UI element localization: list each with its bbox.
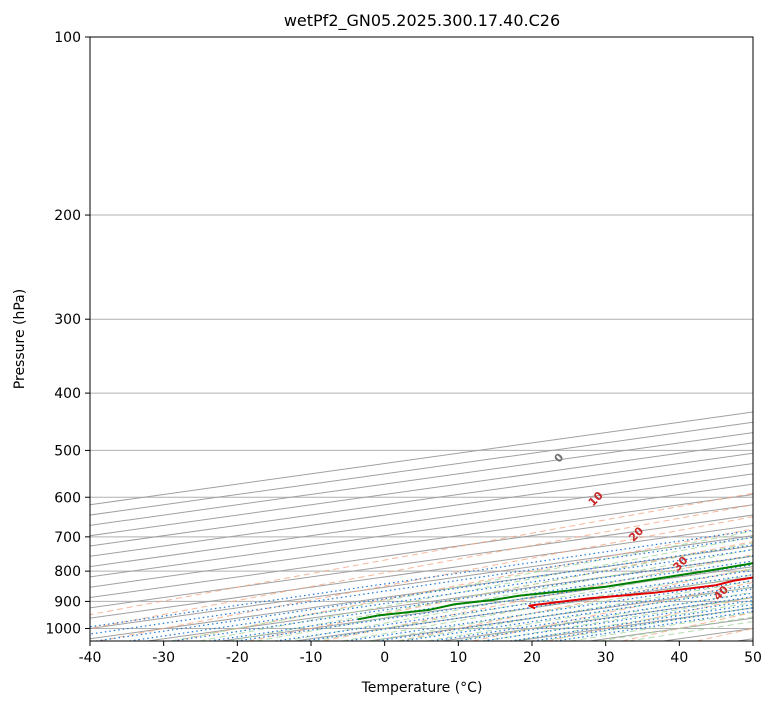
dry-adiabat [323, 554, 753, 641]
dry-adiabat [547, 596, 753, 641]
isotherm [90, 473, 753, 568]
moist-adiabat [398, 580, 753, 641]
isotherm [90, 421, 753, 516]
mixing-ratio-line [483, 599, 753, 641]
mixing-ratio-line [532, 607, 753, 641]
mixing-ratio-line [173, 555, 753, 641]
dry-adiabat [90, 504, 753, 629]
dry-adiabat [99, 516, 753, 641]
y-tick-label: 200 [54, 208, 81, 224]
x-tick-label: 50 [744, 650, 762, 666]
mixing-ratio-line [456, 596, 753, 641]
isotherm [147, 555, 753, 641]
y-tick-label: 100 [54, 30, 81, 46]
moist-adiabat-label: 0 [552, 450, 567, 465]
isotherm [90, 535, 753, 629]
isotherm [90, 493, 753, 588]
mixing-ratio-line [96, 544, 753, 641]
x-tick-label: 20 [523, 650, 541, 666]
isotherm [90, 504, 753, 599]
moist-adiabat-label: 10 [586, 489, 606, 509]
profile-lines [357, 562, 753, 621]
y-tick-label: 600 [54, 490, 81, 506]
dry-adiabat [472, 581, 753, 641]
x-axis-label: Temperature (°C) [361, 680, 483, 696]
x-tick-label: -10 [300, 650, 323, 666]
x-tick-label: -20 [226, 650, 249, 666]
y-tick-label: 900 [54, 594, 81, 610]
moist-adiabat [512, 601, 753, 641]
isotherm [90, 514, 753, 609]
background-labels: 0.10.20.40.611.52346810131620253036-100-… [552, 450, 732, 603]
isotherm [90, 432, 753, 526]
x-tick-label: 10 [449, 650, 467, 666]
dry-adiabat [90, 492, 753, 616]
dry-adiabat [772, 37, 775, 641]
moist-adiabat [228, 542, 753, 641]
x-tick-label: 0 [380, 650, 389, 666]
x-axis: -40 -30 -20 -10 0 10 20 30 40 50 [79, 641, 762, 666]
isotherm [295, 576, 753, 641]
dewpoint-profile [357, 562, 753, 621]
y-tick-label: 400 [54, 386, 81, 402]
mixing-ratio-line [510, 603, 753, 641]
mixing-ratio-line [236, 564, 753, 641]
background-lines [90, 37, 775, 641]
isotherm [737, 638, 753, 641]
dry-adiabat [248, 541, 753, 641]
isotherm [90, 452, 753, 547]
x-tick-label: -40 [79, 650, 102, 666]
y-tick-label: 800 [54, 564, 81, 580]
moist-adiabat [426, 586, 753, 641]
x-tick-label: 30 [597, 650, 615, 666]
isotherm [90, 524, 753, 619]
moist-adiabat [313, 561, 753, 641]
isotherm [90, 483, 753, 578]
mixing-ratio-line [90, 529, 753, 628]
isotherm [90, 463, 753, 557]
mixing-ratio-line [432, 592, 753, 641]
y-tick-label: 500 [54, 443, 81, 459]
dry-adiabat [173, 528, 753, 641]
y-tick-label: 1000 [45, 621, 81, 637]
y-tick-label: 700 [54, 530, 81, 546]
temperature-profile [528, 576, 753, 610]
moist-adiabat [199, 536, 753, 641]
moist-adiabat [285, 555, 753, 641]
x-tick-label: 40 [670, 650, 688, 666]
plot-frame [89, 36, 754, 642]
x-tick-label: -30 [152, 650, 175, 666]
isotherm [90, 442, 753, 537]
moist-adiabat [483, 596, 753, 641]
isotherm [90, 411, 753, 506]
y-axis: 100 200 300 400 500 600 700 800 900 1000 [45, 30, 90, 637]
dry-adiabat [696, 627, 753, 641]
mixing-ratio-line [90, 536, 753, 635]
moist-adiabat [370, 574, 753, 641]
moist-adiabat [170, 530, 753, 641]
mixing-ratio-line [209, 560, 753, 641]
y-tick-label: 300 [54, 312, 81, 328]
chart-title: wetPf2_GN05.2025.300.17.40.C26 [284, 11, 560, 31]
y-axis-label: Pressure (hPa) [12, 289, 28, 389]
